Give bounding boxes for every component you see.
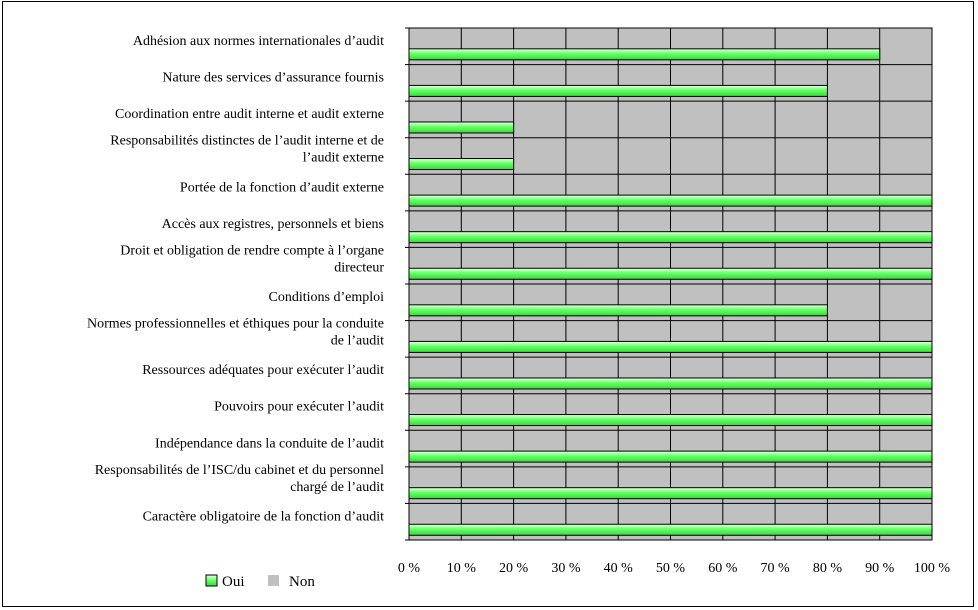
bar-oui [408,414,933,427]
legend-swatch-non [268,575,279,586]
bar-oui [408,304,828,317]
axes [405,27,410,541]
x-tick-labels: 0 % 10 % 20 % 30 % 40 % 50 % 60 % 70 % 80 % 90 % 1… [398,561,951,576]
x-tick-label: 30 % [551,561,581,576]
category-label: Accès aux registres, personnels et biens [162,217,384,232]
bar-oui [408,487,933,500]
bar-oui [408,231,933,244]
x-tick-label: 60 % [708,561,738,576]
category-label: Caractère obligatoire de la fonction d’a… [143,509,385,524]
x-tick-label: 50 % [656,561,686,576]
legend-label-oui: Oui [222,574,245,590]
bar-oui [408,377,933,390]
x-tick-label: 40 % [604,561,634,576]
category-label: Portée de la fonction d’audit externe [180,180,384,195]
bar-oui [408,523,933,536]
x-tick-label: 90 % [865,561,895,576]
x-tick-label: 70 % [761,561,791,576]
category-label: Responsabilités distinctes de l’audit in… [110,134,384,166]
category-label: Pouvoirs pour exécuter l’audit [214,400,384,415]
bar-oui [408,48,881,61]
x-tick-label: 10 % [447,561,477,576]
category-label: Adhésion aux normes internationales d’au… [133,34,384,49]
bar-oui [408,84,828,97]
bar-oui [408,267,933,280]
legend: Oui Non [205,574,315,590]
legend-label-non: Non [289,574,315,590]
category-labels: Adhésion aux normes internationales d’au… [87,34,384,524]
category-label: Normes professionnelles et éthiques pour… [87,317,384,349]
x-tick-label: 0 % [398,561,421,576]
bar-oui [408,121,515,134]
category-label: Droit et obligation de rendre compte à l… [120,243,384,275]
category-label: Indépendance dans la conduite de l’audit [155,436,384,451]
bar-oui [408,158,515,171]
x-tick-label: 100 % [914,561,951,576]
bar-oui [408,450,933,463]
legend-swatch-oui [205,574,218,587]
category-label: Ressources adéquates pour exécuter l’aud… [142,363,384,378]
bar-oui [408,340,933,353]
bar-oui [408,194,933,207]
category-label: Responsabilités de l’ISC/du cabinet et d… [95,463,384,495]
category-label: Conditions d’emploi [269,290,385,305]
category-label: Nature des services d’assurance fournis [162,71,384,86]
category-label: Coordination entre audit interne et audi… [115,107,384,122]
x-tick-label: 20 % [499,561,529,576]
x-tick-label: 80 % [813,561,843,576]
